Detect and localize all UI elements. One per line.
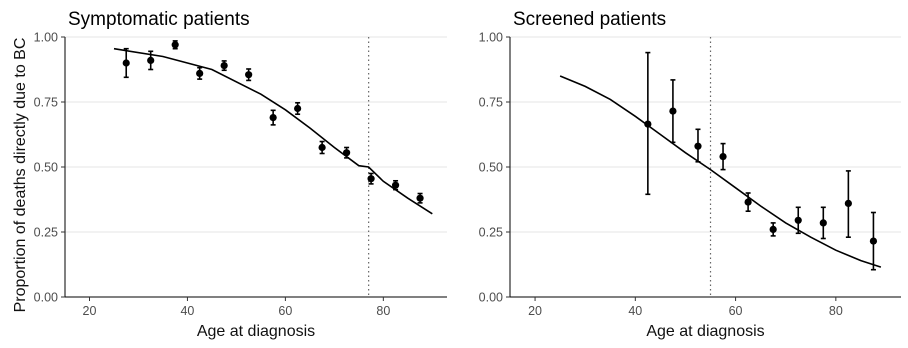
panel-2-x-tick-label-3: 80 [829, 304, 843, 318]
panel-2-data-point-4 [744, 198, 752, 206]
panel-2-x-tick-label-0: 20 [528, 304, 542, 318]
panel-2-x-tick-label-1: 40 [628, 304, 642, 318]
panel-2-y-tick-label-1: 0.25 [479, 226, 503, 240]
panel-1-y-tick-label-4: 1.00 [34, 31, 58, 45]
panel-1-y-tick-label-1: 0.25 [34, 226, 58, 240]
panel-2-data-point-9 [869, 237, 878, 245]
panel-1-x-tick-label-3: 80 [376, 304, 390, 318]
panel-2-y-tick-label-3: 0.75 [479, 96, 503, 110]
panel-1-data-point-10 [367, 175, 375, 183]
panel-1-x-tick-label-0: 20 [83, 304, 97, 318]
panel-2-fitted-curve [559, 75, 882, 268]
panel-1: 0.00 0.25 0.50 0.75 1.00 20 40 60 80 Symptomatic … [34, 9, 447, 340]
panel-2-data-point-8 [844, 199, 852, 207]
panel-1-x-tick-label-2: 60 [278, 304, 292, 318]
panel-2-data-point-7 [819, 219, 827, 227]
panel-2-data-point-3 [719, 153, 727, 161]
panel-1-data-point-5 [245, 71, 253, 79]
panel-1-x-axis-title: Age at diagnosis [197, 323, 315, 340]
panel-1-data-point-12 [416, 194, 424, 202]
panel-1-y-tick-label-2: 0.50 [34, 161, 58, 175]
panel-1-data-point-8 [318, 143, 326, 152]
panel-2-x-tick-label-2: 60 [729, 304, 743, 318]
panel-2-data-point-0 [644, 120, 652, 128]
panel-2-title: Screened patients [513, 9, 666, 30]
panel-1-y-tick-label-0: 0.00 [34, 291, 58, 305]
panel-1-fitted-curve [113, 47, 433, 215]
panel-1-data-point-4 [220, 62, 228, 70]
y-axis-title: Proportion of deaths directly due to BC [12, 38, 29, 313]
panel-1-data-point-7 [294, 104, 302, 113]
panel-1-y-tick-label-3: 0.75 [34, 96, 58, 110]
panel-2-data-point-5 [769, 225, 777, 233]
panel-1-data-point-9 [343, 149, 351, 157]
panel-1-x-tick-label-1: 40 [180, 304, 194, 318]
panel-1-data-point-11 [391, 181, 400, 189]
panel-1-data-point-2 [171, 41, 179, 49]
panel-2-data-point-1 [669, 107, 677, 115]
panel-2-data-point-6 [794, 216, 802, 224]
panel-2-x-axis-title: Age at diagnosis [646, 323, 764, 340]
panel-1-data-point-6 [269, 114, 277, 122]
panel-1-data-point-0 [122, 59, 130, 67]
panel-1-title: Symptomatic patients [68, 9, 250, 30]
panel-2-y-tick-label-4: 1.00 [479, 31, 503, 45]
panel-2: 0.00 0.25 0.50 0.75 1.00 20 40 60 80 Screened pat… [479, 9, 901, 340]
panel-1-data-point-3 [196, 69, 204, 77]
panel-2-y-tick-label-2: 0.50 [479, 161, 503, 175]
panel-2-y-tick-label-0: 0.00 [479, 291, 503, 305]
panel-1-data-point-1 [147, 56, 155, 64]
panel-2-data-point-2 [694, 142, 702, 150]
